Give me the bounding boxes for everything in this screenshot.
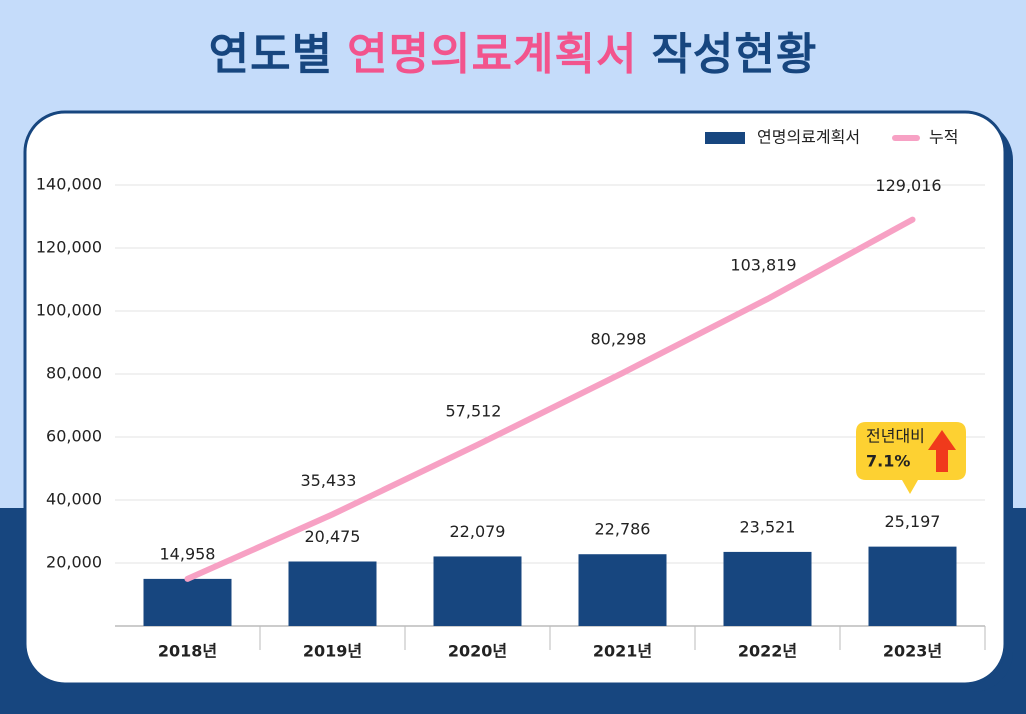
bar-value-label: 25,197 (885, 512, 941, 531)
bar-value-label: 22,079 (450, 522, 506, 541)
legend-label: 연명의료계획서 (757, 128, 860, 147)
title-part: 작성현황 (651, 29, 818, 80)
title-part: 연도별 (208, 29, 334, 80)
x-tick-label: 2018년 (158, 642, 217, 661)
bar (868, 546, 957, 626)
title: 연도별 연명의료계획서 작성현황 (0, 18, 1026, 82)
line-value-label: 57,512 (446, 401, 502, 420)
x-tick-label: 2019년 (303, 642, 362, 661)
bar (723, 551, 812, 626)
bar (288, 561, 377, 626)
annotation-change: 7.1% (866, 452, 910, 471)
y-tick-label: 40,000 (46, 490, 102, 509)
line-value-label: 80,298 (591, 330, 647, 349)
bar-value-label: 22,786 (595, 520, 651, 539)
legend-swatch (705, 132, 745, 144)
x-tick-label: 2023년 (883, 642, 942, 661)
y-tick-label: 60,000 (46, 427, 102, 446)
bar (143, 578, 232, 626)
y-tick-label: 120,000 (36, 238, 102, 257)
y-tick-label: 80,000 (46, 364, 102, 383)
annotation-text: 전년대비 (866, 427, 925, 446)
x-tick-label: 2020년 (448, 642, 507, 661)
line-value-label: 35,433 (301, 471, 357, 490)
bar-value-label: 20,475 (305, 527, 361, 546)
y-tick-label: 20,000 (46, 553, 102, 572)
bar-value-label: 23,521 (740, 517, 796, 536)
bar (578, 554, 667, 626)
y-tick-label: 100,000 (36, 301, 102, 320)
bar (433, 556, 522, 626)
line-value-label: 103,819 (730, 255, 796, 274)
y-tick-label: 140,000 (36, 175, 102, 194)
x-tick-label: 2021년 (593, 642, 652, 661)
legend-label: 누적 (929, 128, 958, 147)
x-tick-label: 2022년 (738, 642, 797, 661)
bar-value-label: 14,958 (160, 544, 216, 563)
up-arrow (928, 430, 956, 472)
line-value-label: 129,016 (875, 176, 941, 195)
title-highlight: 연명의료계획서 (347, 29, 638, 80)
line (184, 216, 916, 582)
